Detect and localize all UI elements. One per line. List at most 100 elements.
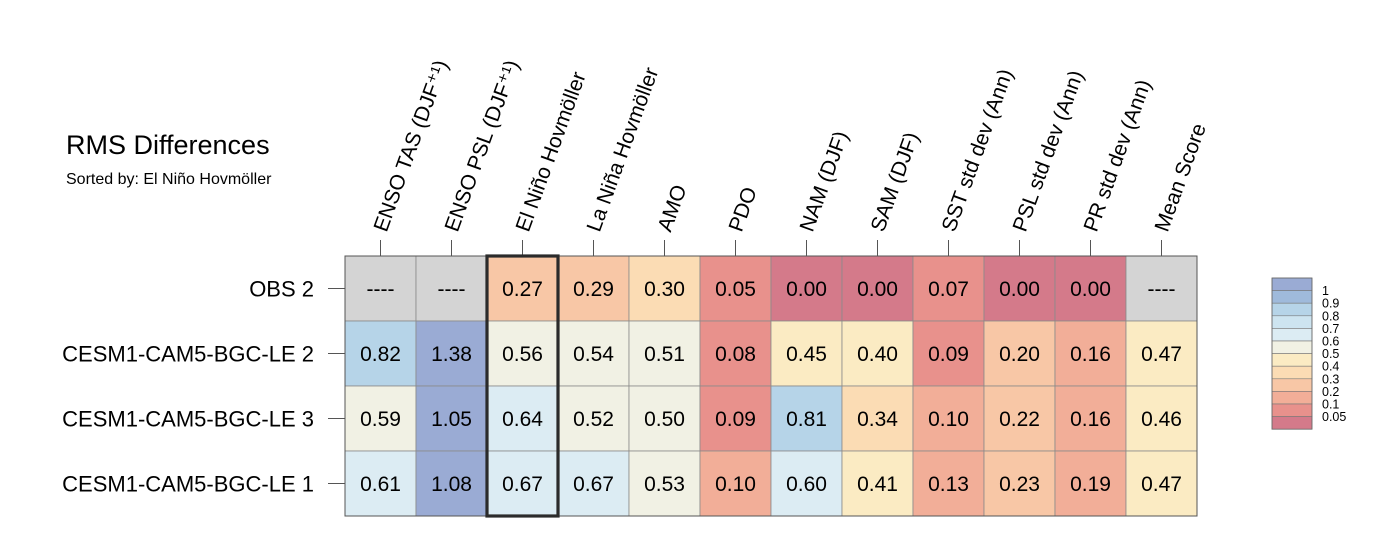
cell-value-label: 0.23 <box>999 473 1040 496</box>
cell-value-label: 0.59 <box>360 408 401 431</box>
colorbar-swatch <box>1271 378 1313 392</box>
heatmap-cell <box>983 255 1056 322</box>
chart-subtitle: Sorted by: El Niño Hovmöller <box>66 171 272 188</box>
cell-value-label: 1.08 <box>431 473 472 496</box>
colorbar-swatch <box>1271 302 1313 317</box>
heatmap-cell <box>628 255 701 322</box>
heatmap-cell <box>557 320 630 387</box>
column-label: AMO <box>654 182 692 235</box>
heatmap-cell <box>841 385 914 452</box>
colorbar-tick-label: 1 <box>1322 284 1329 298</box>
colorbar-tick-label: 0.4 <box>1322 360 1339 374</box>
cell-value-label: 0.00 <box>999 278 1040 301</box>
cell-value-label: 1.38 <box>431 343 472 366</box>
cell-value-label: 0.81 <box>786 408 827 431</box>
heatmap-cell <box>628 450 701 517</box>
cell-value-label: 0.53 <box>644 473 685 496</box>
colorbar-swatch <box>1271 353 1313 367</box>
cell-value-label: 0.13 <box>928 473 969 496</box>
cell-value-label: 0.30 <box>644 278 685 301</box>
colorbar-swatch <box>1271 340 1313 354</box>
heatmap-cell <box>1054 385 1127 452</box>
cell-value-label: 0.60 <box>786 473 827 496</box>
cell-value-label: 0.50 <box>644 408 685 431</box>
heatmap-cell <box>557 450 630 517</box>
colorbar-swatch <box>1271 391 1313 405</box>
heatmap-cell <box>415 385 488 452</box>
cell-value-label: 0.16 <box>1070 408 1111 431</box>
column-label: SAM (DJF) <box>867 129 924 234</box>
heatmap-cell <box>912 450 985 517</box>
cell-value-label: ---- <box>438 278 466 301</box>
heatmap-cell <box>486 320 559 387</box>
cell-value-label: 0.22 <box>999 408 1040 431</box>
column-label: NAM (DJF) <box>796 128 854 235</box>
cell-value-label: 0.45 <box>786 343 827 366</box>
cell-value-label: 0.10 <box>928 408 969 431</box>
colorbar-swatch <box>1271 365 1313 380</box>
colorbar-swatch <box>1271 403 1313 417</box>
cell-value-label: 0.09 <box>928 343 969 366</box>
column-label: La Niña Hovmöller <box>583 65 664 235</box>
column-label: PR std dev (Ann) <box>1080 77 1156 235</box>
column-labels: ENSO TAS (DJF⁺¹)ENSO PSL (DJF⁺¹)El Niño … <box>370 57 1211 256</box>
heatmap-cell <box>983 320 1056 387</box>
highlight-frame-group <box>485 254 560 518</box>
cell-value-label: 0.40 <box>857 343 898 366</box>
cell-value-label: 0.20 <box>999 343 1040 366</box>
cell-value-label: 0.34 <box>857 408 898 431</box>
cell-value-label: ---- <box>1148 278 1176 301</box>
colorbar-tick-label: 0.9 <box>1322 297 1339 311</box>
column-label: El Niño Hovmöller <box>512 69 591 235</box>
cell-value-label: 0.00 <box>857 278 898 301</box>
heatmap-cell <box>983 450 1056 517</box>
colorbar-swatch <box>1271 277 1313 291</box>
colorbar-tick-label: 0.6 <box>1322 335 1339 349</box>
colorbar: 10.90.80.70.60.50.40.30.20.10.05 <box>1271 277 1346 430</box>
heatmap-cell <box>912 255 985 322</box>
heatmap-cell <box>1054 450 1127 517</box>
chart-title: RMS Differences <box>66 130 270 160</box>
colorbar-swatch <box>1271 315 1313 329</box>
heatmap-cell <box>557 255 630 322</box>
heatmap-cell <box>628 320 701 387</box>
heatmap-cell <box>770 450 843 517</box>
colorbar-swatch <box>1271 328 1313 342</box>
cell-value-label: 0.29 <box>573 278 614 301</box>
cell-values: ---- ---- 0.27 0.29 0.30 0.05 0.00 0.00 0.07 0.00… <box>360 278 1182 496</box>
cell-value-label: 0.08 <box>715 343 756 366</box>
column-label: Mean Score <box>1151 120 1211 234</box>
colorbar-swatch <box>1271 290 1313 304</box>
heatmap-cell <box>1054 255 1127 322</box>
column-label: ENSO TAS (DJF⁺¹) <box>370 57 453 235</box>
colorbar-tick-label: 0.2 <box>1322 385 1339 399</box>
heatmap-cell <box>1125 255 1198 322</box>
cell-value-label: ---- <box>367 278 395 301</box>
cell-value-label: 0.00 <box>786 278 827 301</box>
cell-value-label: 0.27 <box>502 278 543 301</box>
cell-value-label: 0.47 <box>1141 473 1182 496</box>
cell-value-label: 0.16 <box>1070 343 1111 366</box>
cell-value-label: 0.00 <box>1070 278 1111 301</box>
cell-value-label: 0.10 <box>715 473 756 496</box>
heatmap-cell <box>486 450 559 517</box>
cell-value-label: 0.46 <box>1141 408 1182 431</box>
row-label: OBS 2 <box>249 277 314 302</box>
heatmap-cell <box>1125 385 1198 452</box>
colorbar-tick-label: 0.5 <box>1322 347 1339 361</box>
cell-value-label: 1.05 <box>431 408 472 431</box>
grid-border <box>344 255 1198 517</box>
row-label: CESM1-CAM5-BGC-LE 3 <box>62 407 314 432</box>
colorbar-swatch <box>1271 416 1313 430</box>
heatmap-cell <box>699 255 772 322</box>
heatmap-cell <box>699 320 772 387</box>
row-label: CESM1-CAM5-BGC-LE 2 <box>62 342 314 367</box>
cell-value-label: 0.52 <box>573 408 614 431</box>
column-label: PDO <box>725 184 762 235</box>
heatmap-cells <box>344 255 1198 517</box>
cell-value-label: 0.64 <box>502 408 543 431</box>
heatmap-cell <box>1054 320 1127 387</box>
cell-value-label: 0.41 <box>857 473 898 496</box>
heatmap-cell <box>1125 450 1198 517</box>
